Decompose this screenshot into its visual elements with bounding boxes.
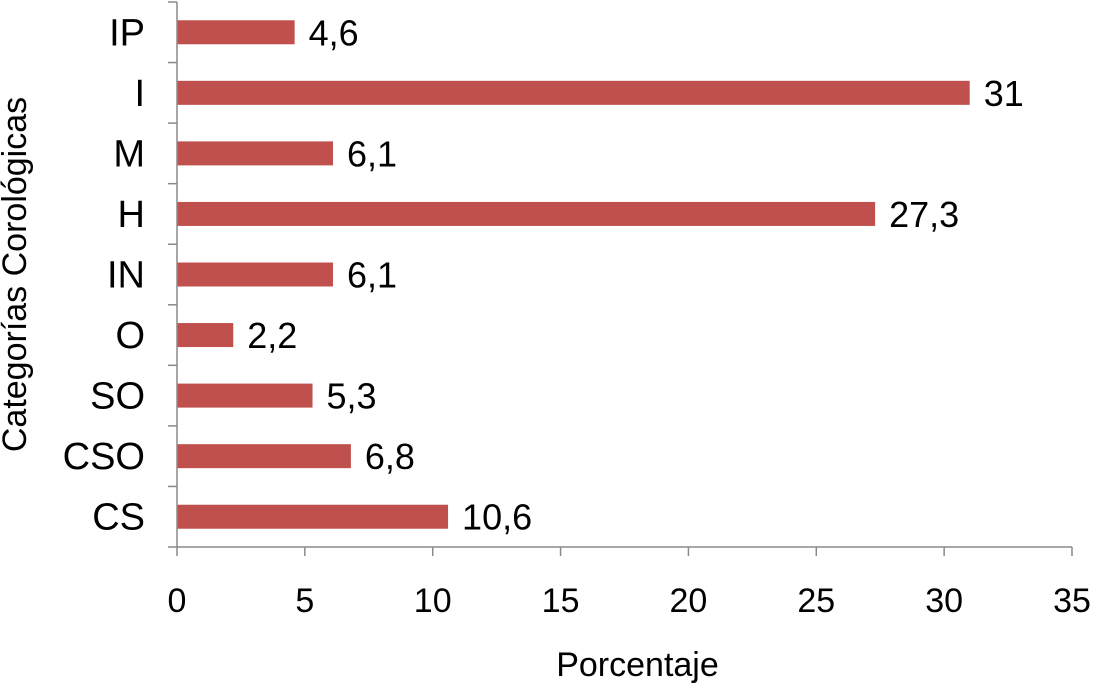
x-tick-label: 15 <box>542 582 580 620</box>
data-label: 6,8 <box>365 436 415 477</box>
x-ticks-group: 0 5 10 15 20 25 30 35 <box>168 547 1091 620</box>
x-tick-label: 30 <box>925 582 963 620</box>
x-tick-label: 35 <box>1053 582 1091 620</box>
y-category-label: I <box>134 73 145 115</box>
data-labels-group: 4,6 31 6,1 27,3 6,1 2,2 5,3 6,8 10,6 <box>247 12 1024 537</box>
data-label: 10,6 <box>462 497 532 538</box>
y-category-label: CS <box>92 497 145 539</box>
bar-o <box>177 323 234 348</box>
y-category-label: CSO <box>63 436 145 478</box>
bar-ip <box>177 20 295 45</box>
data-label: 2,2 <box>247 315 297 356</box>
bar-cso <box>177 444 351 469</box>
bar-cs <box>177 504 449 529</box>
data-label: 4,6 <box>309 12 359 53</box>
bar-m <box>177 141 333 166</box>
x-tick-label: 25 <box>797 582 835 620</box>
y-category-label: IN <box>107 255 145 297</box>
y-axis-title: Categorías Corológicas <box>0 97 34 452</box>
data-label: 5,3 <box>327 376 377 417</box>
x-axis-title: Porcentaje <box>556 646 719 684</box>
y-category-label: O <box>115 315 145 357</box>
y-category-label: M <box>113 133 145 175</box>
bars-group <box>177 20 970 529</box>
axes-group <box>176 2 1072 548</box>
x-tick-label: 20 <box>670 582 708 620</box>
data-label: 6,1 <box>347 255 397 296</box>
data-label: 31 <box>984 73 1024 114</box>
x-tick-label: 5 <box>295 582 314 620</box>
y-category-label: H <box>118 194 145 236</box>
y-category-label: IP <box>109 12 145 54</box>
data-label: 27,3 <box>889 194 959 235</box>
bar-in <box>177 262 333 287</box>
x-tick-label: 10 <box>414 582 452 620</box>
bar-i <box>177 80 970 105</box>
bar-so <box>177 383 313 408</box>
bar-h <box>177 201 876 226</box>
y-ticks-group: IP IMH IN O SO CSO CS <box>63 1 177 548</box>
data-label: 6,1 <box>347 133 397 174</box>
x-tick-label: 0 <box>168 582 187 620</box>
y-category-label: SO <box>90 376 145 418</box>
